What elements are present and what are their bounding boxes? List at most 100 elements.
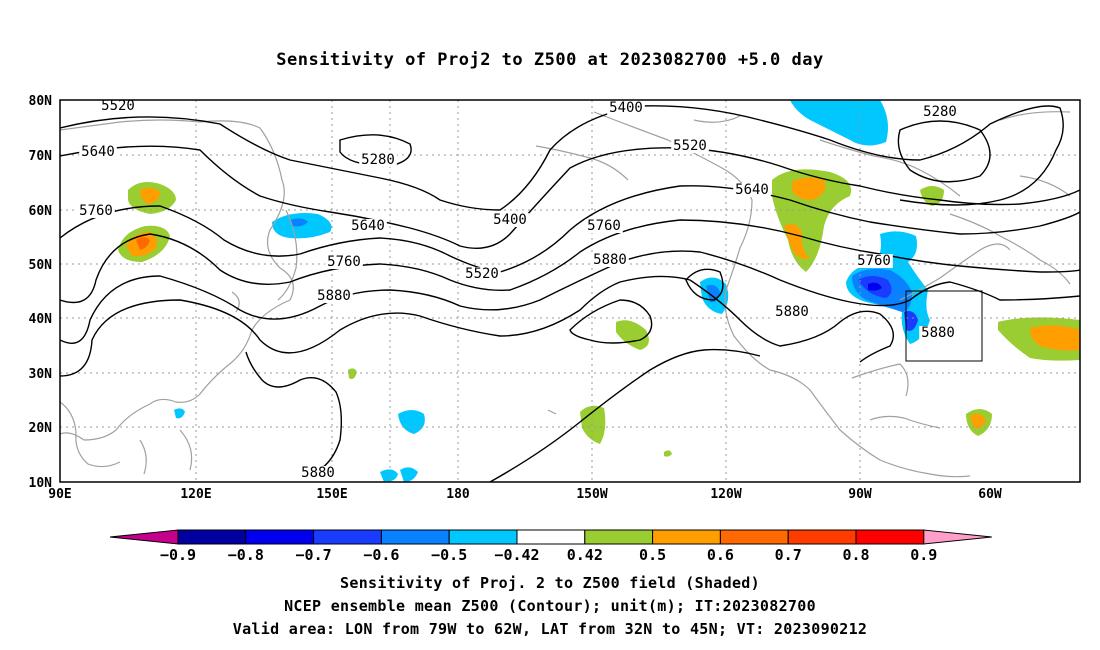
contour-label-bg [607, 101, 645, 115]
shade-green [920, 186, 944, 206]
contour-label-bg [855, 254, 893, 268]
colorbar-low-triangle [109, 529, 179, 545]
plot-frame [59, 99, 1081, 483]
contour-label-bg [921, 105, 959, 119]
contour-label-bg [671, 139, 709, 153]
shade-lightblue [790, 100, 888, 146]
contour-label-bg [733, 183, 771, 197]
contour-label-bg [299, 466, 337, 480]
contour-label: 5760 [327, 254, 361, 270]
contour-label: 5520 [101, 98, 135, 114]
lon-tick-label: 150W [576, 487, 607, 502]
colorbar-bin [787, 529, 857, 545]
contour-label: 5280 [361, 152, 395, 168]
contour-label-bg [99, 99, 137, 113]
lat-tick-label: 20N [29, 421, 53, 436]
shade-orange [140, 187, 160, 204]
colorbar-bin [652, 529, 721, 545]
contour-label: 5520 [673, 138, 707, 154]
contour-label: 5760 [79, 203, 113, 219]
shade-orange [1030, 325, 1080, 351]
lon-tick-label: 60W [978, 487, 1002, 502]
contour-label-bg [591, 253, 629, 267]
colorbar-tick-label: 0.8 [842, 546, 869, 564]
sensitivity-map: 5520 5640 5760 5280 5400 5520 5640 5760 5880 5400… [29, 94, 1081, 564]
shade-orange [784, 224, 810, 259]
contour-label: 5640 [351, 218, 385, 234]
shade-lightblue [398, 410, 425, 434]
contour-label-bg [79, 145, 117, 159]
contour-label-bg [315, 289, 353, 303]
colorbar-bin [380, 529, 450, 545]
colorbar-tick-label: 0.5 [639, 546, 666, 564]
contour-label: 5760 [857, 253, 891, 269]
shade-orange [792, 177, 826, 200]
colorbar-bin [313, 529, 382, 545]
colorbar-high-triangle [923, 529, 992, 545]
contour-label-bg [349, 219, 387, 233]
lon-tick-label: 180 [446, 487, 470, 502]
colorbar-tick-label: −0.8 [228, 546, 264, 564]
valid-area-box [905, 290, 983, 362]
lat-tick-label: 70N [29, 149, 53, 164]
plot-title: Sensitivity of Proj2 to Z500 at 20230827… [276, 50, 824, 70]
shade-lightblue [400, 467, 418, 482]
colorbar-tick-label: −0.42 [494, 546, 539, 564]
shade-blue [290, 218, 308, 227]
colorbar-tick-label: 0.9 [910, 546, 937, 564]
shade-green [664, 450, 672, 457]
z500-contours [60, 105, 1080, 482]
contour-label-bg [773, 305, 811, 319]
contour-labels: 5520 5640 5760 5280 5400 5520 5640 5760 5880 5400… [77, 98, 959, 481]
lat-tick-label: 60N [29, 204, 53, 219]
contour-label: 5520 [465, 266, 499, 282]
caption-line-3: Valid area: LON from 79W to 62W, LAT fro… [232, 620, 868, 638]
sensitivity-shading [118, 100, 1080, 482]
colorbar-bin [177, 529, 247, 545]
colorbar-bin [584, 529, 654, 545]
contour-label: 5880 [593, 252, 627, 268]
colorbar-tick-label: −0.7 [296, 546, 332, 564]
contour-label: 5400 [493, 212, 527, 228]
colorbar-tick-label: −0.5 [431, 546, 467, 564]
contour-label: 5400 [609, 100, 643, 116]
contour-label: 5880 [301, 465, 335, 481]
grid-lines [60, 100, 1080, 482]
colorbar-tick-label: −0.6 [363, 546, 399, 564]
colorbar-tick-label: 0.6 [707, 546, 734, 564]
contour-label: 5880 [775, 304, 809, 320]
contour-label-bg [491, 213, 529, 227]
colorbar-bin [719, 529, 789, 545]
lat-tick-label: 80N [29, 94, 53, 109]
lat-tick-label: 10N [29, 476, 53, 491]
colorbar: −0.9 −0.8 −0.7 −0.6 −0.5 −0.42 0.42 0.5 0.6 0.7 0.… [109, 529, 992, 564]
colorbar-bin [245, 529, 315, 545]
caption-line-2: NCEP ensemble mean Z500 (Contour); unit(… [284, 597, 816, 615]
lon-tick-label: 120E [180, 487, 211, 502]
lat-tick-label: 30N [29, 367, 53, 382]
shade-green [616, 320, 649, 350]
shade-lightblue [380, 469, 398, 482]
caption-line-1: Sensitivity of Proj. 2 to Z500 field (Sh… [340, 574, 760, 592]
lat-tick-label: 40N [29, 312, 53, 327]
shade-orange [970, 413, 986, 429]
contour-label: 5640 [81, 144, 115, 160]
contour-label-bg [463, 267, 501, 281]
longitude-labels: 90E 120E 150E 180 150W 120W 90W 60W [48, 487, 1002, 502]
contour-label-bg [359, 153, 397, 167]
contour-label: 5280 [923, 104, 957, 120]
colorbar-tick-label: 0.7 [775, 546, 802, 564]
colorbar-bin [516, 529, 586, 545]
shade-green [348, 368, 357, 380]
lon-tick-label: 150E [316, 487, 347, 502]
contour-label: 5760 [587, 218, 621, 234]
lon-tick-label: 90E [48, 487, 71, 502]
contour-label-bg [919, 326, 957, 340]
lon-tick-label: 90W [848, 487, 872, 502]
contour-label: 5880 [317, 288, 351, 304]
shade-midblue [904, 311, 918, 331]
shade-red [136, 237, 150, 250]
contour-label-bg [325, 255, 363, 269]
contour-label-bg [585, 219, 623, 233]
shade-darkblue [868, 282, 882, 291]
